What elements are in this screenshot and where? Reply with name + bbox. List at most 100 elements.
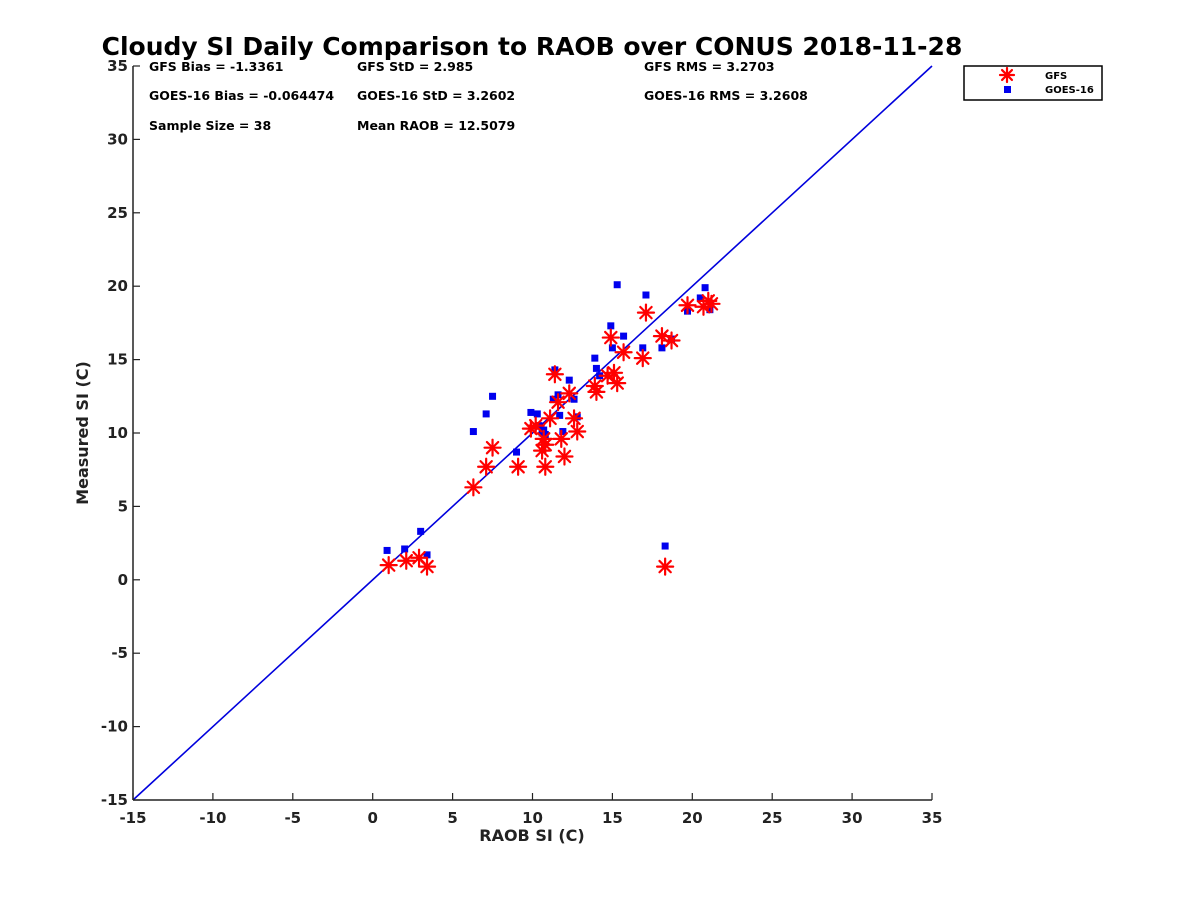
- goes16-point: [608, 344, 616, 352]
- goes16-point: [565, 376, 573, 384]
- legend-goes-marker: [1004, 86, 1011, 93]
- goes16-point: [533, 410, 541, 418]
- x-axis-ticks: -15 -10 -5 0 5 10 15 20 25 30 35: [119, 793, 942, 827]
- stat-gfs-rms: GFS RMS = 3.2703: [644, 59, 775, 74]
- gfs-point: [656, 557, 675, 576]
- x-tick-label: 15: [602, 809, 623, 827]
- y-tick-label: 20: [107, 277, 128, 295]
- goes16-point: [591, 354, 599, 362]
- stat-gfs-std: GFS StD = 2.985: [357, 59, 473, 74]
- goes16-point: [489, 392, 497, 400]
- y-axis-ticks: -15 -10 -5 0 5 10 15 20 25 30 35: [101, 57, 140, 809]
- x-tick-label: -15: [119, 809, 146, 827]
- stat-sample-size: Sample Size = 38: [149, 118, 271, 133]
- gfs-point: [417, 557, 437, 576]
- gfs-point: [662, 331, 681, 350]
- legend: GFS GOES-16: [963, 65, 1103, 101]
- gfs-point: [560, 384, 579, 403]
- x-tick-label: 30: [842, 809, 863, 827]
- y-tick-label: -15: [101, 791, 128, 809]
- gfs-point: [702, 294, 721, 313]
- gfs-point: [636, 303, 656, 322]
- gfs-legend-symbol: [998, 66, 1016, 84]
- gfs-point: [526, 416, 545, 435]
- x-tick-label: 35: [922, 809, 943, 827]
- gfs-point: [587, 382, 606, 401]
- stat-goes-bias: GOES-16 Bias = -0.064474: [149, 88, 334, 103]
- goes16-point: [661, 542, 669, 550]
- x-tick-label: -5: [284, 809, 301, 827]
- x-tick-label: 10: [522, 809, 543, 827]
- goes16-point: [696, 294, 704, 302]
- data-markers: [379, 281, 721, 576]
- y-tick-label: 30: [107, 130, 128, 148]
- y-tick-label: 10: [107, 424, 128, 442]
- y-tick-label: 5: [118, 497, 128, 515]
- legend-gfs-label: GFS: [1045, 71, 1067, 82]
- goes16-point: [527, 408, 535, 416]
- goes16-point: [701, 284, 709, 292]
- goes16-point: [639, 344, 647, 352]
- gfs-point: [608, 373, 627, 393]
- y-tick-label: 0: [118, 571, 128, 589]
- goes16-point: [613, 281, 621, 289]
- gfs-point: [614, 343, 633, 362]
- goes16-point: [607, 322, 615, 330]
- x-tick-label: 20: [682, 809, 703, 827]
- y-tick-label: 15: [107, 351, 128, 369]
- goes16-point: [620, 332, 628, 340]
- gfs-point: [536, 457, 555, 476]
- goes16-point: [706, 306, 714, 314]
- gfs-point: [678, 296, 697, 315]
- gfs-point: [483, 438, 502, 457]
- legend-goes-label: GOES-16: [1045, 85, 1094, 96]
- goes16-point: [541, 430, 549, 438]
- goes16-point: [383, 546, 391, 554]
- gfs-point: [464, 478, 483, 497]
- goes16-point: [549, 395, 557, 403]
- gfs-point: [564, 409, 584, 428]
- gfs-point: [536, 435, 555, 454]
- gfs-point: [545, 365, 564, 384]
- legend-gfs-marker: [998, 66, 1016, 84]
- gfs-point: [379, 556, 398, 575]
- gfs-point: [509, 457, 528, 476]
- x-axis-label: RAOB SI (C): [479, 826, 584, 845]
- goes16-point: [573, 413, 581, 421]
- identity-line: [132, 65, 933, 801]
- y-tick-label: 25: [107, 204, 128, 222]
- gfs-point: [409, 548, 429, 567]
- gfs-point: [397, 551, 416, 570]
- gfs-point: [601, 328, 620, 347]
- goes16-point: [559, 428, 567, 436]
- goes16-point: [658, 344, 666, 352]
- chart-title: Cloudy SI Daily Comparison to RAOB over …: [102, 32, 963, 61]
- statistics-annotations: GFS Bias = -1.3361 GFS StD = 2.985 GFS R…: [149, 59, 808, 133]
- goes16-point: [592, 364, 600, 372]
- x-tick-label: 5: [447, 809, 457, 827]
- plot-area: -15 -10 -5 0 5 10 15 20 25 30 35 -15 -10 -5 0 5 10 15 20 2…: [101, 57, 943, 827]
- y-axis-label: Measured SI (C): [73, 361, 92, 505]
- gfs-point: [552, 429, 571, 448]
- gfs-point: [540, 409, 560, 428]
- y-tick-label: -10: [101, 718, 128, 736]
- stat-mean-raob: Mean RAOB = 12.5079: [357, 118, 515, 133]
- goes16-point: [401, 545, 409, 553]
- y-tick-label: 35: [107, 57, 128, 75]
- goes16-point: [482, 410, 490, 418]
- stat-gfs-bias: GFS Bias = -1.3361: [149, 59, 283, 74]
- gfs-point: [477, 457, 496, 476]
- goes16-point: [556, 411, 564, 419]
- x-tick-label: 25: [762, 809, 783, 827]
- goes16-point: [642, 291, 650, 299]
- goes16-point: [513, 448, 521, 456]
- gfs-point: [633, 349, 652, 368]
- y-tick-label: -5: [111, 644, 128, 662]
- goes16-point: [423, 551, 431, 559]
- legend-box: [963, 65, 1103, 101]
- x-tick-label: 0: [367, 809, 377, 827]
- stat-goes-std: GOES-16 StD = 3.2602: [357, 88, 515, 103]
- gfs-point: [568, 422, 587, 441]
- goes16-point: [469, 428, 477, 436]
